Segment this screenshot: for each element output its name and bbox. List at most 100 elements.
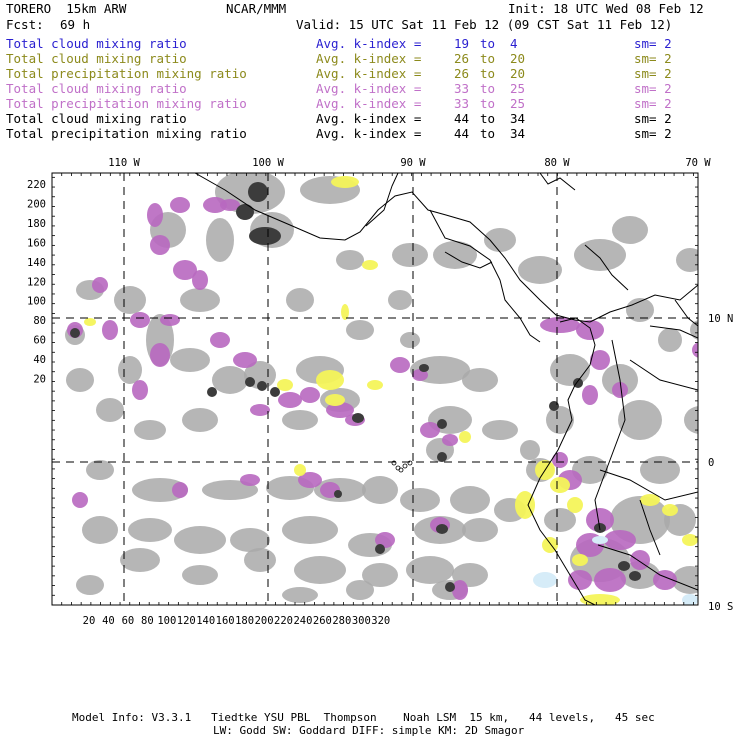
legend-kindex-label: Avg. k-index = xyxy=(316,126,422,141)
cloud-area xyxy=(230,528,270,552)
x-tick-label: 200 xyxy=(255,615,274,627)
x-tick-label: 260 xyxy=(313,615,332,627)
cloud-area xyxy=(462,518,498,542)
legend-kindex-label: Avg. k-index = xyxy=(316,96,422,111)
light-precip-area xyxy=(682,594,698,605)
coastline xyxy=(539,173,576,191)
legend-kindex-to: 25 xyxy=(510,96,526,111)
precip-area xyxy=(233,352,257,368)
valid-time: Valid: 15 UTC Sat 11 Feb 12 (09 CST Sat … xyxy=(296,17,673,32)
cloud-area xyxy=(120,548,160,572)
legend-to-word: to xyxy=(480,66,496,81)
coastline xyxy=(649,325,698,339)
cloud-area xyxy=(406,556,454,584)
x-tick-label: 120 xyxy=(177,615,196,627)
cape-area xyxy=(662,504,678,516)
precip-area xyxy=(390,357,410,373)
cloud-area xyxy=(400,488,440,512)
coastline xyxy=(365,173,399,227)
cloud-area xyxy=(96,398,124,422)
legend-row: Total cloud mixing ratio Avg. k-index = 19… xyxy=(6,36,734,51)
y-tick-label: 80 xyxy=(33,315,46,327)
precip-area xyxy=(692,342,698,358)
legend-smoothing: sm= 2 xyxy=(634,81,672,96)
cloud-area xyxy=(170,348,210,372)
cloud-area xyxy=(134,420,166,440)
light-precip-area xyxy=(592,536,608,544)
legend-field-name: Total cloud mixing ratio xyxy=(6,36,187,51)
convective-core xyxy=(270,387,280,397)
cloud-area xyxy=(518,256,562,284)
legend-row: Total cloud mixing ratio Avg. k-index = 26… xyxy=(6,51,734,66)
legend-kindex-label: Avg. k-index = xyxy=(316,66,422,81)
precip-area xyxy=(568,570,592,590)
cape-area xyxy=(331,176,359,188)
cloud-area xyxy=(206,218,234,262)
legend-row: Total precipitation mixing ratio Avg. k-i… xyxy=(6,126,734,141)
legend-smoothing: sm= 2 xyxy=(634,126,672,141)
model-info-line2: LW: Godd SW: Goddard DIFF: simple KM: 2D… xyxy=(213,724,525,737)
cloud-area xyxy=(212,366,248,394)
cape-area xyxy=(294,464,306,476)
legend-kindex-to: 34 xyxy=(510,126,526,141)
convective-core xyxy=(257,381,267,391)
init-time: Init: 18 UTC Wed 08 Feb 12 xyxy=(508,1,704,16)
precip-area xyxy=(92,277,108,293)
cloud-area xyxy=(482,420,518,440)
x-tick-label: 180 xyxy=(235,615,254,627)
cloud-area xyxy=(520,440,540,460)
precip-area xyxy=(132,380,148,400)
legend-smoothing: sm= 2 xyxy=(634,66,672,81)
x-tick-label: 280 xyxy=(332,615,351,627)
legend-kindex-from: 19 xyxy=(454,36,470,51)
legend-kindex-label: Avg. k-index = xyxy=(316,81,422,96)
legend-kindex-from: 26 xyxy=(454,66,470,81)
cloud-area xyxy=(433,241,477,269)
legend-kindex-from: 33 xyxy=(454,81,470,96)
cloud-area xyxy=(82,516,118,544)
cape-area xyxy=(341,304,349,320)
coastline xyxy=(444,251,493,269)
convective-core xyxy=(573,378,583,388)
precip-area xyxy=(552,452,568,468)
cape-area xyxy=(682,534,698,546)
cloud-area xyxy=(690,320,698,340)
y-tick-label: 20 xyxy=(33,374,46,386)
x-tick-label: 300 xyxy=(352,615,371,627)
cloud-area xyxy=(684,406,698,434)
model-info-line1: Model Info: V3.3.1 Tiedtke YSU PBL Thomp… xyxy=(72,711,655,724)
y-tick-label: 180 xyxy=(27,218,46,230)
precip-area xyxy=(612,382,628,398)
latitude-label: 0 xyxy=(708,457,714,469)
legend-kindex-to: 34 xyxy=(510,111,526,126)
legend-row: Total precipitation mixing ratio Avg. k-i… xyxy=(6,96,734,111)
legend-smoothing: sm= 2 xyxy=(634,36,672,51)
convective-core xyxy=(629,571,641,581)
cape-area xyxy=(459,431,471,443)
precip-area xyxy=(452,580,468,600)
legend-kindex-from: 33 xyxy=(454,96,470,111)
convective-core xyxy=(436,524,448,534)
legend-to-word: to xyxy=(480,81,496,96)
cape-area xyxy=(316,370,344,390)
coastline xyxy=(597,544,698,591)
precip-area xyxy=(130,312,150,328)
legend-field-name: Total cloud mixing ratio xyxy=(6,81,187,96)
precip-area xyxy=(298,472,322,488)
cloud-area xyxy=(392,243,428,267)
cloud-area xyxy=(362,563,398,587)
cloud-area xyxy=(550,354,590,386)
map-frame xyxy=(51,172,699,606)
coastline xyxy=(194,173,591,323)
legend-kindex-from: 44 xyxy=(454,126,470,141)
legend-kindex-to: 20 xyxy=(510,66,526,81)
cloud-area xyxy=(114,286,146,314)
convective-core xyxy=(236,204,254,220)
precip-area xyxy=(220,199,240,211)
organization-label: NCAR/MMM xyxy=(226,1,287,16)
legend-smoothing: sm= 2 xyxy=(634,51,672,66)
cape-area xyxy=(84,318,96,326)
coastline xyxy=(429,209,541,343)
cape-area xyxy=(640,494,660,506)
precip-area xyxy=(300,387,320,403)
